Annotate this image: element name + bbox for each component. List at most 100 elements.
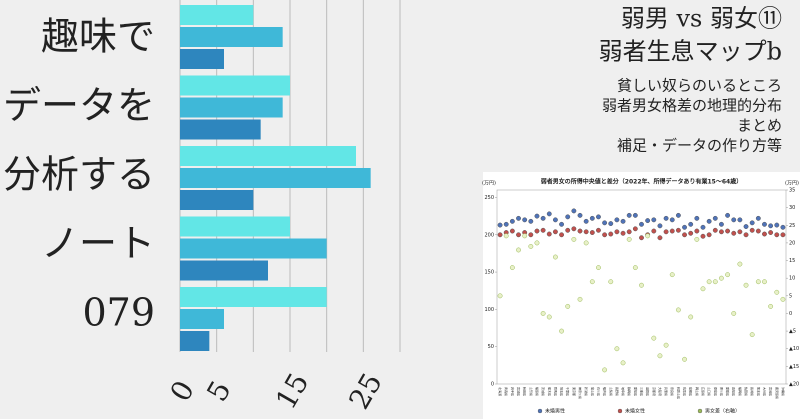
y-tick-label: 0 xyxy=(491,382,494,388)
point xyxy=(694,215,700,221)
x-tick-label: 25 xyxy=(342,367,388,414)
point xyxy=(645,233,651,239)
point xyxy=(522,233,528,239)
x-tick-label: 愛媛県 xyxy=(726,387,731,396)
point xyxy=(534,213,540,219)
point xyxy=(639,221,644,227)
legend-marker xyxy=(537,408,543,414)
x-tick-label: 15 xyxy=(269,367,315,414)
point xyxy=(571,226,577,232)
y2-tick-label: 25 xyxy=(789,223,795,229)
y2-tick-label: 20 xyxy=(789,240,795,246)
point xyxy=(596,214,601,220)
point xyxy=(780,232,786,238)
point xyxy=(657,353,663,359)
point xyxy=(614,217,620,223)
x-tick-label: 福井県 xyxy=(603,387,608,396)
point xyxy=(651,217,657,223)
point xyxy=(706,232,712,238)
point xyxy=(503,233,509,239)
point xyxy=(639,282,644,288)
point xyxy=(614,346,620,352)
x-tick-label: 鳥取県 xyxy=(683,387,688,396)
point xyxy=(675,212,681,218)
point xyxy=(528,243,534,249)
bar xyxy=(180,216,290,237)
point xyxy=(589,215,595,221)
point xyxy=(663,342,669,348)
point xyxy=(546,231,552,237)
bar xyxy=(180,331,210,351)
point xyxy=(589,279,595,285)
point xyxy=(651,228,657,234)
x-tick-label: 山梨県 xyxy=(609,387,614,396)
point xyxy=(669,272,675,278)
point xyxy=(682,224,687,230)
y-tick-label: 100 xyxy=(484,307,494,313)
point xyxy=(694,228,700,234)
point xyxy=(755,279,761,285)
x-tick-label: 滋賀県 xyxy=(646,387,651,396)
toc-item: 貧しい奴らのいるところ xyxy=(617,77,782,95)
point xyxy=(620,218,626,224)
side-title-line: データを xyxy=(3,84,155,128)
point xyxy=(743,232,749,238)
bar xyxy=(180,309,224,329)
point xyxy=(577,212,583,218)
y2-tick-label: 30 xyxy=(789,205,795,211)
point xyxy=(768,230,774,235)
point xyxy=(737,217,743,223)
point xyxy=(774,222,780,228)
legend-label: 男女差（右軸） xyxy=(705,408,740,415)
y2-tick-label: ▲20 xyxy=(789,382,799,388)
x-tick-label: 愛知県 xyxy=(633,387,638,396)
point xyxy=(626,229,632,235)
point xyxy=(602,220,608,226)
point xyxy=(546,211,552,217)
point xyxy=(608,231,614,237)
point xyxy=(706,279,712,285)
x-tick-label: 北海道 xyxy=(498,387,503,396)
point xyxy=(762,231,767,237)
y2-tick-label: 15 xyxy=(789,258,795,264)
y-tick-label: 150 xyxy=(484,270,494,276)
x-tick-label: 京都府 xyxy=(652,387,657,396)
y2-tick-label: ▲15 xyxy=(789,364,799,370)
x-tick-label: 岐阜県 xyxy=(621,387,626,396)
point xyxy=(731,217,737,223)
side-title-line: 分析する xyxy=(3,153,155,197)
point xyxy=(725,228,731,234)
point xyxy=(583,240,589,246)
point xyxy=(762,221,767,227)
x-tick-label: 熊本県 xyxy=(756,387,761,396)
point xyxy=(774,289,780,295)
point xyxy=(663,215,669,221)
point xyxy=(694,236,700,242)
point xyxy=(743,282,749,288)
point xyxy=(534,228,540,234)
point xyxy=(614,229,620,235)
bar xyxy=(180,168,371,188)
point xyxy=(731,311,737,316)
point xyxy=(516,215,521,221)
y2-tick-label: 10 xyxy=(789,276,795,282)
x-tick-label: 秋田県 xyxy=(523,387,528,396)
point xyxy=(552,217,558,223)
point xyxy=(552,254,558,260)
point xyxy=(497,232,503,238)
legend-label: 未婚女性 xyxy=(625,408,645,415)
legend-label: 未婚男性 xyxy=(545,408,565,415)
point xyxy=(749,220,755,226)
point xyxy=(577,296,583,302)
point xyxy=(725,212,731,218)
point xyxy=(688,230,694,236)
point xyxy=(552,229,558,235)
point xyxy=(718,229,724,235)
x-tick-label: 0 xyxy=(164,375,201,407)
point xyxy=(509,265,515,271)
point xyxy=(577,228,583,234)
x-tick-label: 鹿児島県 xyxy=(775,387,780,399)
x-tick-label: 広島県 xyxy=(701,387,706,396)
point xyxy=(749,227,755,233)
